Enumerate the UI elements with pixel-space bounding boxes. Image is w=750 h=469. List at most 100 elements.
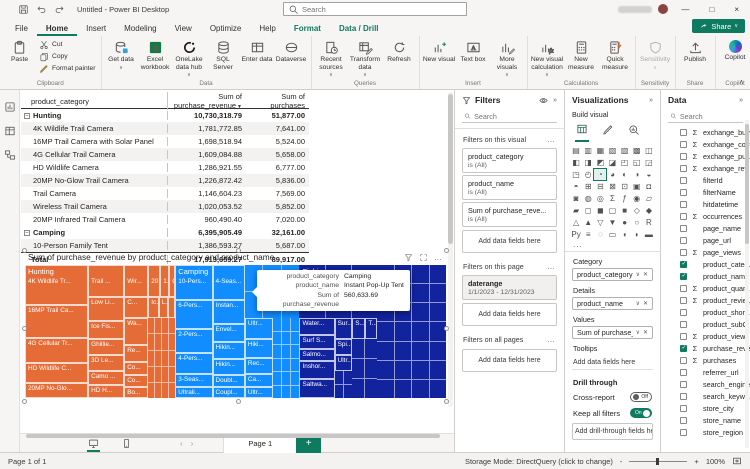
visual-type-icon[interactable]: ≡ — [585, 230, 591, 239]
more-options-icon[interactable]: … — [547, 335, 556, 344]
visual-type-icon[interactable]: ⊡ — [621, 182, 628, 191]
treemap-tile[interactable]: Water... — [299, 318, 335, 336]
field-row-hitdatetime[interactable]: hitdatetime — [661, 198, 750, 210]
treemap-tile[interactable]: S... — [352, 318, 366, 340]
treemap-tile[interactable]: HD H... — [88, 384, 125, 398]
search-input[interactable] — [302, 4, 462, 14]
collapse-filters-icon[interactable]: » — [553, 96, 557, 104]
visual-type-icon[interactable]: ▼ — [608, 218, 617, 227]
field-row-store-city[interactable]: store_city — [661, 402, 750, 414]
treemap-tile[interactable]: Ghillie... — [88, 339, 125, 356]
treemap-tile[interactable]: 20... — [148, 265, 161, 297]
field-row-referrer-url[interactable]: referrer_url — [661, 366, 750, 378]
visual-type-icon[interactable]: ▭ — [608, 230, 617, 239]
treemap-tile[interactable]: Inshor... — [299, 360, 335, 380]
treemap-tile[interactable]: Co... — [124, 362, 149, 376]
visual-type-icon[interactable]: ◩ — [596, 158, 605, 167]
field-checkbox[interactable] — [680, 404, 687, 412]
redo-icon[interactable] — [54, 4, 65, 15]
menu-tab-data-drill[interactable]: Data / Drill — [338, 24, 379, 33]
visual-type-icon[interactable]: △ — [572, 218, 580, 227]
field-row-store-region[interactable]: store_region — [661, 426, 750, 438]
drill-through-dropzone[interactable]: Add drill-through fields here — [572, 423, 653, 440]
visual-type-icon[interactable]: ⊟ — [597, 182, 604, 191]
treemap-tile[interactable]: 6-Pers... — [175, 299, 213, 329]
undo-icon[interactable] — [36, 4, 47, 15]
menu-tab-modeling[interactable]: Modeling — [124, 24, 157, 33]
visual-type-icon[interactable]: ▽ — [597, 218, 604, 227]
field-checkbox[interactable] — [680, 224, 687, 232]
field-checkbox[interactable] — [680, 248, 687, 256]
add-page-button[interactable]: + — [296, 433, 322, 453]
field-checkbox[interactable] — [680, 260, 687, 268]
field-row-filtername[interactable]: filterName — [661, 186, 750, 198]
treemap-visual[interactable]: Sum of purchase_revenue by product_categ… — [22, 248, 449, 404]
visual-type-icon[interactable]: ◼ — [597, 206, 604, 215]
visual-type-icon[interactable]: ◲ — [645, 158, 653, 167]
treemap-visual-type-icon[interactable]: ◔ — [593, 168, 608, 181]
focus-mode-icon[interactable] — [419, 253, 428, 262]
matrix-row[interactable]: Wireless Trail Camera 1,020,053.52 5,852.0… — [21, 200, 309, 213]
zoom-out-button[interactable]: - — [619, 456, 623, 466]
treemap-tile[interactable]: Hikin... — [212, 342, 245, 360]
visual-type-icon[interactable]: ◐ — [622, 170, 628, 179]
treemap-tile[interactable]: 1... — [160, 265, 170, 297]
treemap-tile[interactable] — [167, 296, 176, 319]
refresh-button[interactable]: Refresh — [383, 38, 416, 64]
treemap-tile[interactable]: Saltwa... — [299, 379, 335, 398]
treemap-tile[interactable]: Co... — [124, 375, 149, 388]
field-checkbox[interactable] — [680, 200, 687, 208]
treemap-tile[interactable]: Hikin... — [212, 359, 245, 376]
new-visual-calculation-button[interactable]: fx New visual calculation ∨ — [531, 38, 564, 78]
visual-type-icon[interactable]: ◒ — [646, 170, 652, 179]
visual-type-icon[interactable]: ◌ — [597, 230, 603, 239]
canvas-horizontal-scrollbar[interactable] — [26, 434, 440, 438]
treemap-tile[interactable]: Ice Fis... — [88, 320, 125, 340]
menu-tab-optimize[interactable]: Optimize — [209, 24, 242, 33]
data-search-input[interactable] — [679, 111, 741, 121]
matrix-header-row[interactable]: product_category Sum of purchase_revenue… — [21, 92, 309, 110]
resize-handle[interactable] — [444, 399, 449, 404]
visual-type-icon[interactable]: ▦ — [596, 146, 605, 155]
visual-type-icon[interactable]: ◖ — [622, 230, 628, 239]
visual-type-icon[interactable]: ▥ — [584, 146, 592, 155]
visual-type-icon[interactable]: ⊠ — [609, 182, 616, 191]
treemap-tile[interactable]: Ultrali... — [175, 387, 213, 398]
field-checkbox[interactable] — [680, 152, 687, 160]
field-row-search-engine[interactable]: search_engine — [661, 378, 750, 390]
eye-icon[interactable] — [539, 96, 548, 105]
visual-type-icon[interactable]: ◕ — [610, 170, 615, 179]
sql-server-button[interactable]: SQL Server — [207, 38, 240, 71]
treemap-tile[interactable]: Wa... — [124, 318, 149, 345]
visual-type-icon[interactable]: R — [646, 218, 652, 227]
field-checkbox[interactable] — [680, 332, 687, 340]
visual-type-icon[interactable]: ▩ — [632, 146, 641, 155]
resize-handle[interactable] — [235, 399, 241, 404]
visual-type-icon[interactable]: ◘ — [646, 182, 652, 191]
format-painter-button[interactable]: Format painter — [37, 64, 98, 74]
visual-type-icon[interactable]: ◧ — [572, 158, 580, 167]
visual-type-icon[interactable]: ◪ — [608, 158, 617, 167]
treemap-tile[interactable]: Hiki... — [244, 339, 274, 359]
visual-type-icon[interactable]: ◗ — [634, 230, 640, 239]
new-visual-button[interactable]: New visual — [423, 38, 456, 64]
share-button[interactable]: Share ∨ — [692, 19, 745, 33]
onelake-data-hub-button[interactable]: OneLake data hub ∨ — [173, 38, 206, 78]
treemap-tile[interactable]: Ca... — [244, 374, 274, 388]
keep-all-filters-toggle[interactable]: On — [630, 408, 652, 418]
publish-button[interactable]: Publish — [679, 38, 712, 64]
field-checkbox[interactable] — [680, 428, 687, 436]
treemap-tile[interactable]: Spi... — [334, 339, 353, 356]
field-checkbox[interactable] — [680, 356, 687, 364]
treemap-tile[interactable]: 4K Wildlife Tr... — [25, 265, 89, 305]
quick-measure-button[interactable]: Quick measure — [599, 38, 632, 71]
visual-type-icon[interactable]: ◰ — [620, 158, 629, 167]
